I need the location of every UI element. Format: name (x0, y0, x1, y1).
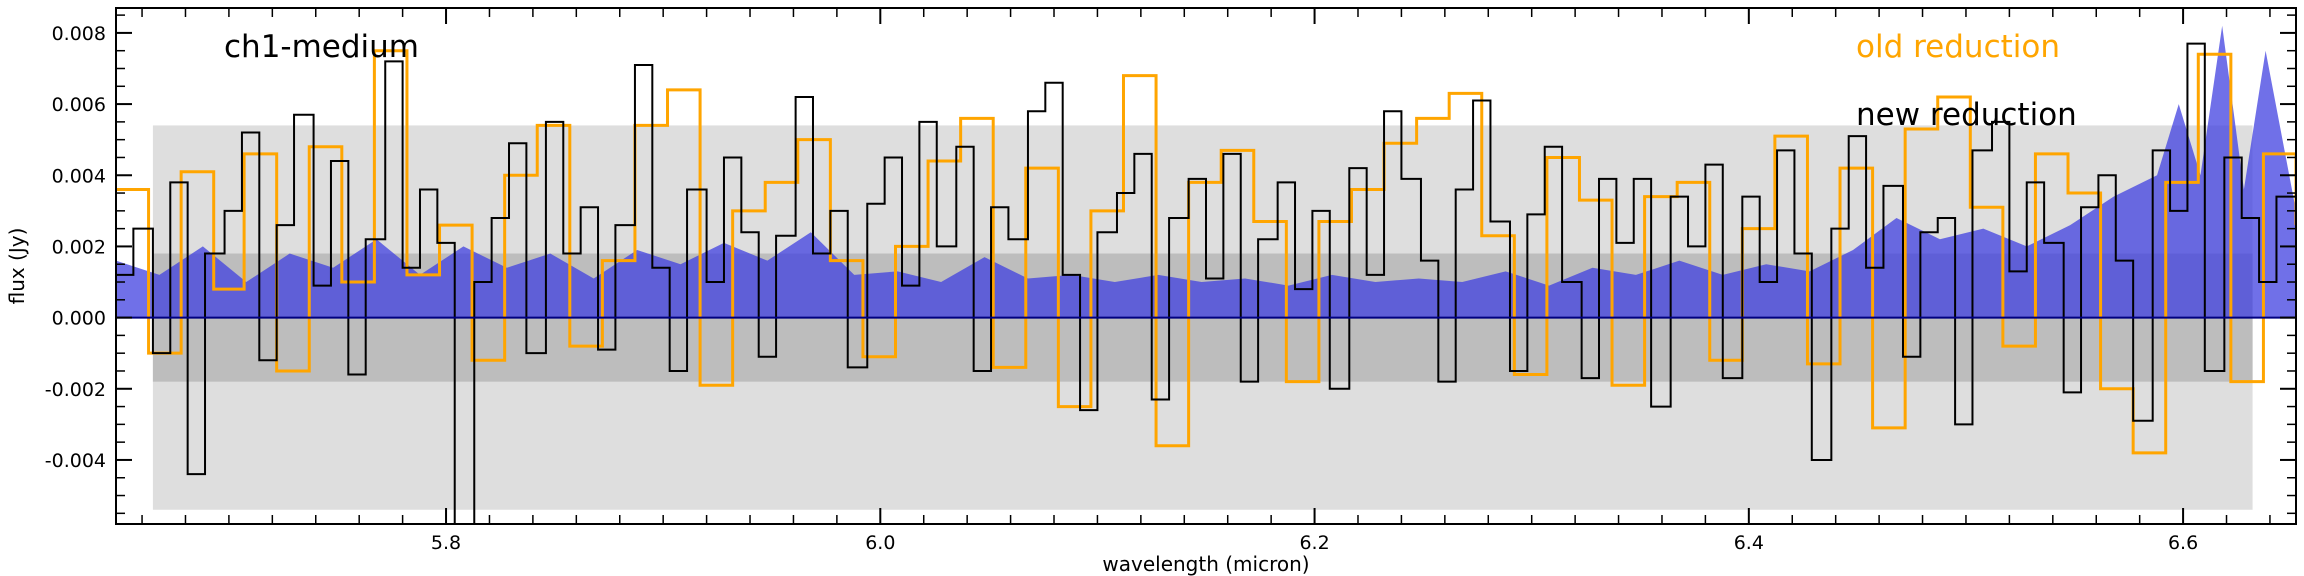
old-reduction-series (116, 49, 2296, 455)
x-tick-label: 6.2 (1299, 532, 1329, 554)
legend-new-reduction: new reduction (1856, 97, 2077, 133)
x-tick-label: 6.6 (2168, 532, 2198, 554)
y-axis-title: flux (Jy) (5, 228, 29, 305)
new-reduction-series (116, 42, 2296, 524)
series-layer (116, 25, 2296, 524)
legend-old-reduction: old reduction (1856, 29, 2060, 65)
x-axis: 5.8 6.0 6.2 6.4 6.6 (141, 8, 2271, 554)
y-axis: -0.004 -0.002 0.000 0.002 0.004 0.006 0.008 (45, 14, 2296, 515)
x-tick-label: 5.8 (431, 532, 461, 554)
y-tick-label: 0.008 (52, 23, 106, 45)
y-tick-label: 0.006 (52, 94, 106, 116)
x-tick-label: 6.0 (865, 532, 895, 554)
y-tick-label: 0.002 (52, 236, 106, 258)
x-axis-title: wavelength (micron) (1102, 552, 1309, 576)
y-tick-label: 0.000 (52, 308, 106, 330)
y-tick-label: -0.004 (45, 450, 106, 472)
noise-series-area (116, 25, 2296, 318)
plot-frame (115, 7, 2297, 525)
channel-label: ch1-medium (224, 29, 419, 65)
x-tick-label: 6.4 (1734, 532, 1764, 554)
y-tick-label: -0.002 (45, 379, 106, 401)
y-tick-label: 0.004 (52, 165, 106, 187)
